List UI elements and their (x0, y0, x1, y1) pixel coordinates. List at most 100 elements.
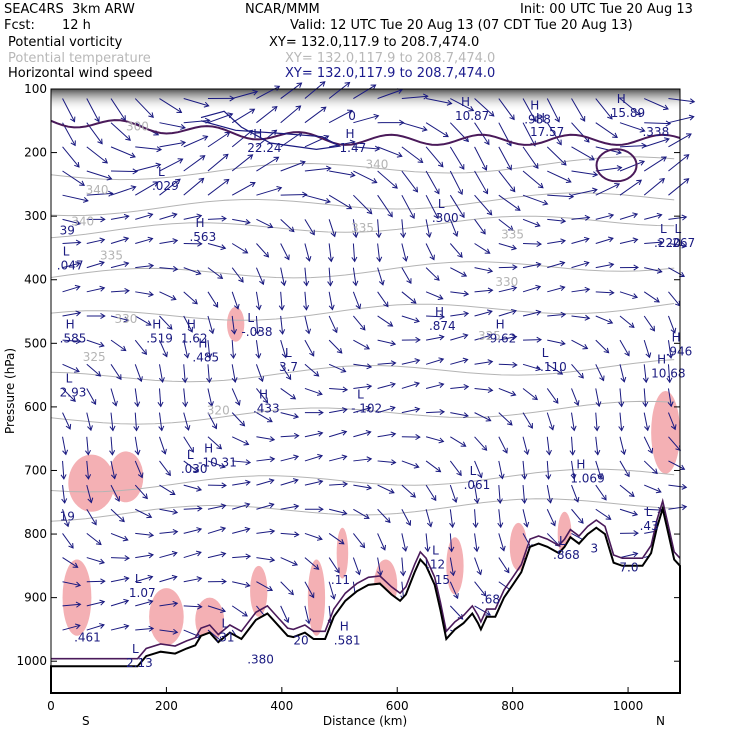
wind-vector-head-453 (341, 509, 348, 516)
wind-vector-head-435 (521, 498, 528, 504)
wind-vector-head-335 (618, 401, 625, 408)
wind-vector-shaft-3 (134, 98, 154, 118)
wind-vector-head-111 (249, 181, 256, 188)
wind-vector-shaft-144 (401, 219, 404, 238)
wind-vector-105 (86, 190, 114, 197)
wind-vector-shaft-278 (498, 336, 517, 341)
wind-vector-shaft-88 (304, 167, 331, 172)
extremum-value-13: -.102 (351, 402, 382, 416)
wind-vector-head-372 (269, 436, 276, 443)
wind-vector-shaft-335 (619, 388, 623, 407)
wind-vector-shaft-437 (571, 484, 579, 503)
wind-vector-head-283 (624, 350, 630, 357)
wind-vector-330 (498, 387, 517, 397)
wind-vector-shaft-49 (619, 122, 645, 132)
wind-vector-58 (207, 131, 231, 148)
wind-vector-shaft-119 (425, 194, 439, 219)
wind-vector-17 (474, 98, 495, 117)
wind-vector-head-270 (309, 350, 315, 357)
wind-vector-shaft-542 (328, 605, 332, 624)
wind-vector-shaft-349 (329, 408, 347, 414)
wind-vector-shaft-306 (547, 363, 563, 375)
wind-vector-23 (619, 98, 641, 116)
wind-vector-283 (619, 339, 630, 357)
wind-vector-139 (280, 218, 295, 233)
wind-vector-shaft-340 (110, 412, 114, 431)
wind-vector-shaft-364 (62, 436, 67, 455)
wind-vector-131 (86, 216, 106, 223)
wind-vector-shaft-394 (159, 460, 171, 476)
wind-vector-shaft-216 (255, 291, 260, 310)
wind-vector-284 (643, 339, 652, 359)
wind-vector-shaft-165 (280, 243, 290, 260)
wind-vector-shaft-402 (353, 458, 372, 462)
field-name-wind: Horizontal wind speed (8, 66, 153, 81)
pv-surface-contour (51, 497, 681, 660)
wind-vector-shaft-177 (571, 238, 589, 244)
wind-vector-257 (619, 315, 635, 328)
wind-vector-head-255 (584, 314, 591, 321)
theta-label-3: 335 (351, 221, 374, 235)
extremum-marker-20: H (672, 330, 681, 344)
wind-vector-241 (231, 315, 237, 335)
wind-vector-shaft-270 (304, 339, 315, 357)
wind-vector-shaft-33 (231, 108, 255, 124)
wind-vector-496 (159, 550, 178, 559)
wind-vector-head-97 (537, 182, 544, 189)
wind-vector-349 (329, 407, 348, 414)
wind-vector-shaft-17 (474, 98, 495, 117)
wind-vector-head-136 (221, 215, 227, 222)
wind-vector-24 (644, 98, 669, 111)
wind-vector-head-439 (628, 491, 635, 498)
extremum-marker-37: L (132, 642, 139, 656)
wind-vector-shaft-379 (425, 436, 444, 443)
wind-vector-shaft-326 (401, 382, 420, 389)
wind-vector-shaft-174 (498, 243, 517, 250)
wind-vector-shaft-319 (231, 388, 240, 406)
wind-vector-shaft-416 (62, 485, 66, 504)
wind-vector-head-21 (580, 115, 586, 122)
wind-vector-shaft-355 (474, 412, 491, 422)
wind-vector-shaft-317 (183, 388, 187, 407)
wind-vector-shaft-45 (522, 122, 536, 146)
wind-vector-shaft-337 (667, 388, 672, 407)
wind-vector-shaft-14 (401, 95, 428, 100)
theta-contour-8 (50, 498, 675, 522)
wind-vector-201 (522, 261, 542, 269)
wind-vector-head-39 (399, 119, 405, 126)
wind-vector-184 (110, 261, 130, 269)
wind-vector-head-278 (511, 334, 518, 341)
wind-vector-head-161 (197, 240, 203, 247)
wind-vector-430 (401, 484, 417, 498)
theta-label-9: 320 (207, 404, 230, 418)
extremum-marker-32: H (346, 127, 355, 141)
wind-vector-shaft-442 (62, 509, 69, 527)
wind-vector-76 (644, 137, 670, 148)
wind-vector-shaft-266 (207, 340, 211, 359)
wind-vector-head-194 (352, 280, 359, 287)
wind-vector-299 (377, 360, 397, 367)
wind-vector-408 (498, 460, 505, 480)
wind-vector-177 (571, 236, 590, 244)
wind-vector-531 (62, 601, 82, 608)
wind-vector-head-264 (162, 351, 168, 358)
wind-vector-96 (498, 170, 516, 193)
wind-vector-shaft-204 (595, 263, 614, 269)
wind-vector-head-289 (137, 376, 143, 383)
extremum-value-16: .300 (432, 211, 459, 225)
wind-vector-shaft-482 (401, 533, 407, 552)
wind-vector-516 (110, 576, 130, 583)
wind-vector-shaft-197 (425, 267, 440, 281)
wind-vector-1 (86, 98, 100, 123)
wind-vector-229 (571, 286, 591, 293)
wind-vector-shaft-186 (159, 267, 178, 270)
wind-vector-shaft-344 (207, 412, 217, 429)
wind-vector-481 (377, 533, 387, 551)
wind-vector-418 (110, 484, 121, 503)
wind-vector-head-293 (231, 377, 238, 383)
wind-vector-shaft-271 (328, 339, 343, 354)
wind-vector-head-81 (155, 162, 162, 169)
theta-contour-3 (50, 261, 675, 279)
wind-vector-shaft-414 (643, 460, 658, 474)
south-end-label: S (82, 714, 90, 728)
